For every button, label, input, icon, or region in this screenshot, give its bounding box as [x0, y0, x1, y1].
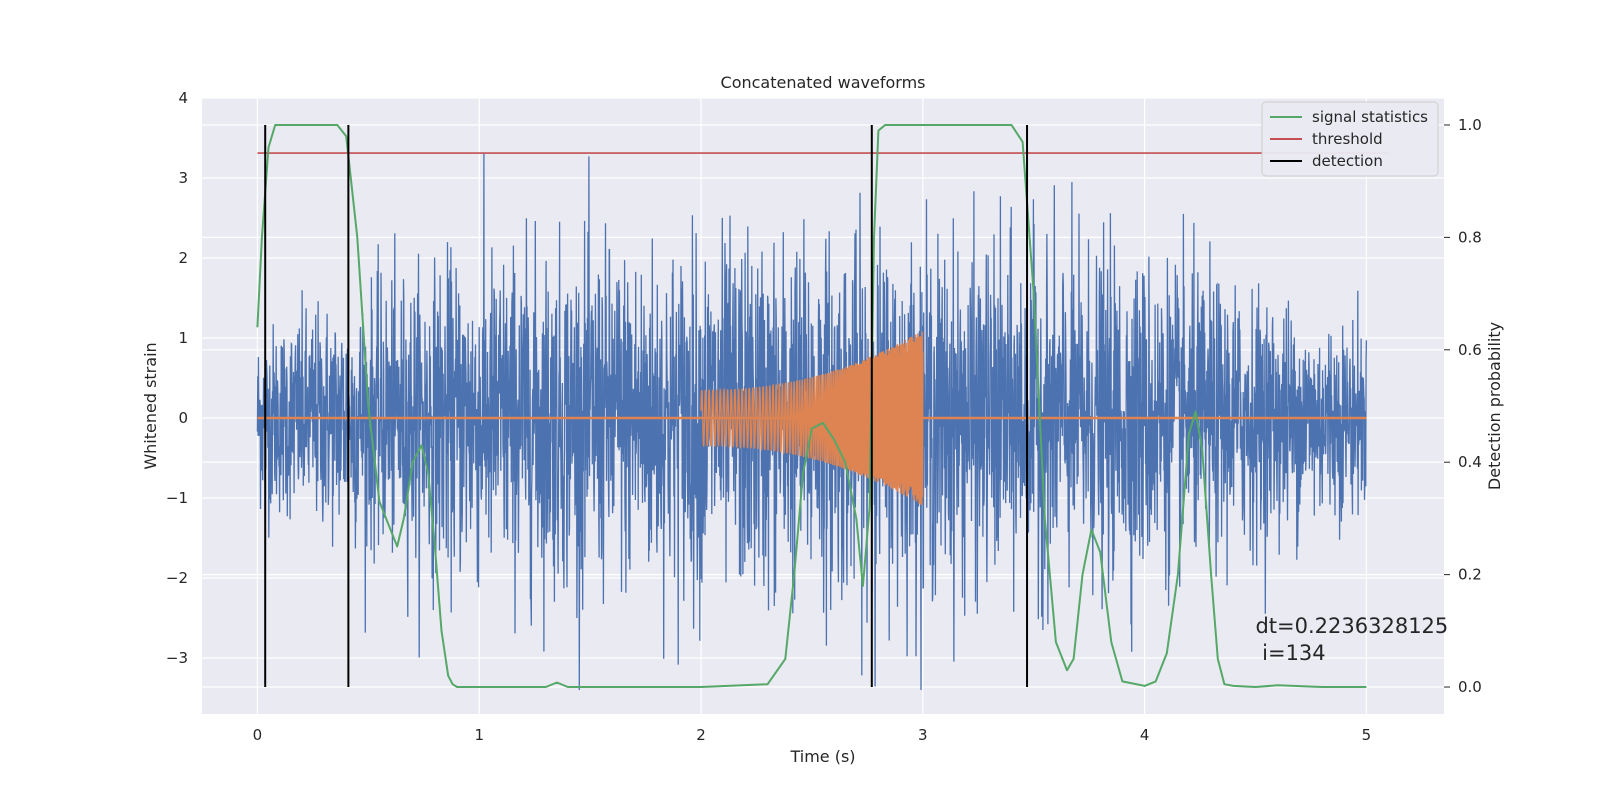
annotation-dt: dt=0.2236328125 — [1255, 614, 1448, 638]
y-tick-label: −1 — [166, 489, 188, 507]
legend-entry-detection: detection — [1312, 152, 1383, 170]
y-tick-label: 0 — [178, 409, 188, 427]
chart-title: Concatenated waveforms — [721, 73, 926, 92]
y-tick-label: 4 — [178, 89, 188, 107]
y-tick-label: 2 — [178, 249, 188, 267]
y2-tick-label: 0.2 — [1458, 566, 1482, 584]
legend-box — [1261, 101, 1439, 177]
y2-tick-label: 0.6 — [1458, 341, 1482, 359]
axis-ticks: 0 1 2 3 4 5 −3 −2 −1 0 1 2 3 4 0.0 0.2 0.4 0.6 0.8 1.0 — [166, 89, 1482, 744]
x-tick-label: 4 — [1140, 726, 1150, 744]
x-tick-label: 0 — [253, 726, 263, 744]
x-tick-label: 2 — [696, 726, 706, 744]
y2-tick-label: 1.0 — [1458, 116, 1482, 134]
x-tick-label: 3 — [918, 726, 928, 744]
y2-tick-label: 0.0 — [1458, 678, 1482, 696]
legend-entry-threshold: threshold — [1312, 130, 1383, 148]
y-tick-label: 1 — [178, 329, 188, 347]
legend-entry-signal-statistics: signal statistics — [1312, 108, 1428, 126]
y-axis-label: Whitened strain — [141, 342, 160, 469]
annotation-index: i=134 — [1255, 641, 1325, 665]
plot-marks — [256, 124, 1389, 691]
x-tick-label: 5 — [1362, 726, 1372, 744]
x-tick-label: 1 — [474, 726, 484, 744]
detection-lines — [264, 124, 1029, 688]
y2-tick-label: 0.4 — [1458, 453, 1482, 471]
legend: signal statistics threshold detection — [1261, 101, 1439, 177]
y2-tick-label: 0.8 — [1458, 228, 1482, 246]
waveform-series — [700, 331, 924, 505]
y2-axis-label: Detection probability — [1485, 322, 1504, 490]
y-tick-label: −3 — [166, 649, 188, 667]
y-tick-label: 3 — [178, 169, 188, 187]
y-tick-label: −2 — [166, 569, 188, 587]
x-axis-label: Time (s) — [789, 747, 855, 766]
signal-statistics-series — [256, 124, 1367, 688]
